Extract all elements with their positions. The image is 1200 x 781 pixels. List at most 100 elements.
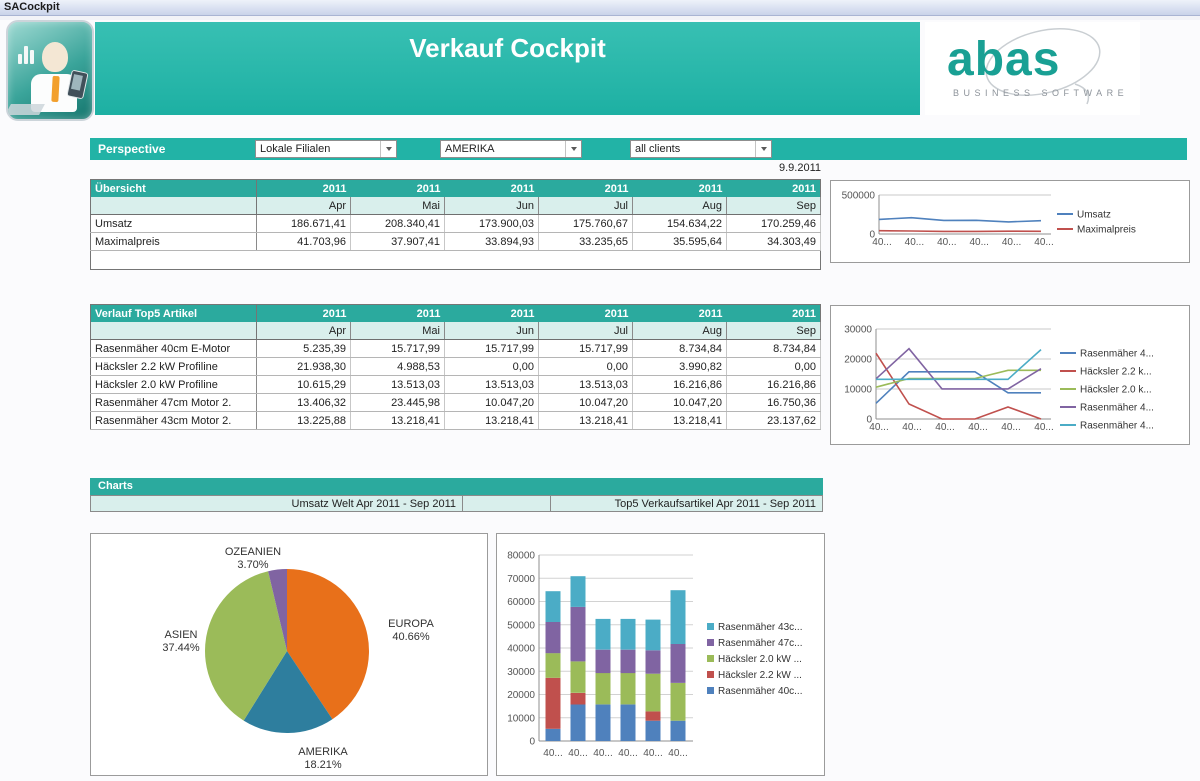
- cell-value: 0,00: [538, 357, 633, 376]
- world-pie-chart-panel: EUROPA 40.66% AMERIKA 18.21% ASIEN 37.44% OZEA…: [90, 533, 488, 776]
- chart-bars-icon: [18, 54, 22, 64]
- svg-text:40...: 40...: [593, 748, 612, 759]
- page-title: Verkauf Cockpit: [409, 33, 606, 63]
- series-line: [875, 347, 1042, 390]
- laptop-icon: [8, 104, 45, 115]
- row-label: Rasenmäher 40cm E-Motor: [90, 339, 257, 358]
- cell-value: 16.216,86: [726, 375, 821, 394]
- pie-label: ASIEN 37.44%: [162, 629, 200, 654]
- svg-text:30000: 30000: [507, 667, 535, 678]
- svg-text:10000: 10000: [844, 385, 872, 396]
- bar-segment: [545, 622, 561, 654]
- bar-segment: [545, 728, 561, 741]
- svg-text:40...: 40...: [1034, 422, 1053, 433]
- top5_bar-svg: 0 10000 20000 30000 40000 50000 60000 70000 8000…: [507, 551, 803, 760]
- cell-value: 23.445,98: [350, 393, 445, 412]
- cell-value: 33.894,93: [444, 232, 539, 251]
- abas-logo: abas BUSINESS SOFTWARE: [925, 22, 1140, 115]
- cell-value: 208.340,41: [350, 214, 445, 233]
- legend: Rasenmäher 4... Häcksler 2.2 k... Häcksler…: [1060, 349, 1154, 432]
- dropdown-value: AMERIKA: [445, 143, 495, 155]
- bar-segment: [620, 673, 636, 705]
- umsatz-line-chart: 0 500000 40... 40... 40... 40... 40... 40... Ums…: [831, 181, 1189, 267]
- year-header: 2011: [444, 179, 539, 197]
- top5_line-svg: 0 10000 20000 30000 40... 40... 40... 40... 40..…: [844, 325, 1154, 434]
- top5-line-chart-panel: 0 10000 20000 30000 40... 40... 40... 40... 40..…: [830, 305, 1190, 445]
- table-row: Häcksler 2.2 kW Profiline 21.938,30 4.988,…: [90, 357, 821, 376]
- cell-value: 13.513,03: [538, 375, 633, 394]
- series-line: [876, 349, 1042, 381]
- table-title: Verlauf Top5 Artikel: [90, 304, 257, 322]
- svg-text:40...: 40...: [935, 422, 954, 433]
- svg-text:40...: 40...: [1034, 237, 1053, 248]
- dropdown-value: Lokale Filialen: [260, 143, 331, 155]
- row-label: Rasenmäher 43cm Motor 2.: [90, 411, 257, 430]
- svg-text:Maximalpreis: Maximalpreis: [1077, 225, 1136, 236]
- chevron-down-icon[interactable]: [755, 141, 771, 157]
- cell-value: 15.717,99: [538, 339, 633, 358]
- cell-value: 5.235,39: [256, 339, 351, 358]
- bar-segment: [620, 704, 636, 741]
- cell-value: 4.988,53: [350, 357, 445, 376]
- cell-value: 13.218,41: [350, 411, 445, 430]
- table-row: Rasenmäher 47cm Motor 2. 13.406,32 23.445,…: [90, 393, 821, 412]
- bar-segment: [595, 649, 611, 674]
- svg-text:Rasenmäher 4...: Rasenmäher 4...: [1080, 403, 1154, 414]
- cell-value: 13.218,41: [444, 411, 539, 430]
- cell-value: 35.595,64: [632, 232, 727, 251]
- bar-segment: [570, 606, 586, 662]
- report-date: 9.9.2011: [778, 162, 821, 174]
- month-header: Apr: [256, 322, 351, 340]
- cell-value: 15.717,99: [350, 339, 445, 358]
- perspective-toolbar: Perspective Lokale Filialen AMERIKA all …: [90, 138, 1187, 160]
- svg-text:40...: 40...: [1001, 422, 1020, 433]
- bar-segment: [545, 653, 561, 678]
- svg-text:Rasenmäher 4...: Rasenmäher 4...: [1080, 421, 1154, 432]
- bar-chart-title: Top5 Verkaufsartikel Apr 2011 - Sep 2011: [551, 495, 823, 512]
- app-icon[interactable]: [6, 20, 94, 121]
- perspective-dropdown[interactable]: Lokale Filialen: [255, 140, 397, 158]
- month-header: Mai: [350, 322, 445, 340]
- svg-text:Häcksler 2.0 kW ...: Häcksler 2.0 kW ...: [718, 654, 802, 665]
- legend: Rasenmäher 43c... Rasenmäher 47c... Häcksl…: [707, 622, 803, 697]
- cell-value: 33.235,65: [538, 232, 633, 251]
- year-header: 2011: [632, 179, 727, 197]
- chevron-down-icon[interactable]: [380, 141, 396, 157]
- svg-text:Häcksler 2.2 k...: Häcksler 2.2 k...: [1080, 367, 1152, 378]
- top5-bar-chart-panel: 0 10000 20000 30000 40000 50000 60000 70000 8000…: [496, 533, 825, 776]
- svg-text:40...: 40...: [668, 748, 687, 759]
- svg-text:30000: 30000: [844, 325, 872, 336]
- cell-value: 170.259,46: [726, 214, 821, 233]
- series-line: [878, 216, 1042, 223]
- clients-dropdown[interactable]: all clients: [630, 140, 772, 158]
- cell-value: 13.406,32: [256, 393, 351, 412]
- svg-text:40...: 40...: [937, 237, 956, 248]
- svg-text:40...: 40...: [869, 422, 888, 433]
- bar-segment: [620, 618, 636, 650]
- month-header: Apr: [256, 197, 351, 215]
- bar-segment: [620, 649, 636, 674]
- cell-value: 34.303,49: [726, 232, 821, 251]
- svg-text:70000: 70000: [507, 574, 535, 585]
- window-titlebar[interactable]: SACockpit: [0, 0, 1200, 16]
- cell-value: 15.717,99: [444, 339, 539, 358]
- cell-value: 186.671,41: [256, 214, 351, 233]
- cell-value: 13.513,03: [350, 375, 445, 394]
- svg-text:40...: 40...: [618, 748, 637, 759]
- subheader-spacer: [463, 495, 551, 512]
- svg-text:Rasenmäher 4...: Rasenmäher 4...: [1080, 349, 1154, 360]
- region-dropdown[interactable]: AMERIKA: [440, 140, 582, 158]
- month-header: Mai: [350, 197, 445, 215]
- svg-text:40...: 40...: [643, 748, 662, 759]
- svg-text:20000: 20000: [844, 355, 872, 366]
- svg-text:60000: 60000: [507, 597, 535, 608]
- bar-segment: [570, 692, 586, 705]
- pie-chart-title: Umsatz Welt Apr 2011 - Sep 2011: [90, 495, 463, 512]
- bar-segment: [595, 618, 611, 650]
- bar-segment: [670, 644, 686, 683]
- verlauf-top5-table: Verlauf Top5 Artikel 2011 2011 2011 2011 2011…: [90, 304, 821, 430]
- bar-segment: [595, 704, 611, 741]
- chevron-down-icon[interactable]: [565, 141, 581, 157]
- series-line: [875, 371, 1041, 404]
